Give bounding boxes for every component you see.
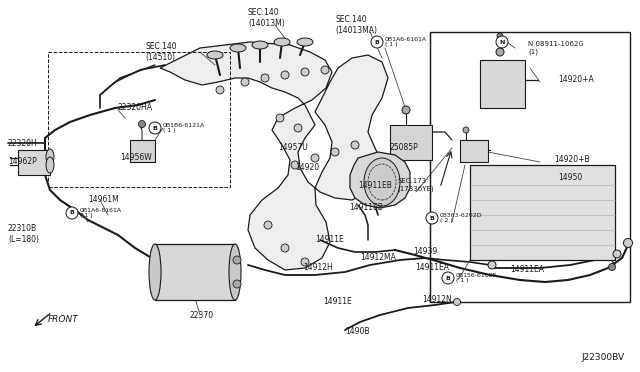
Text: SEC.140
(14013M): SEC.140 (14013M) (248, 8, 285, 28)
Circle shape (609, 263, 616, 270)
Circle shape (233, 280, 241, 288)
Circle shape (613, 250, 621, 258)
Ellipse shape (297, 38, 313, 46)
Circle shape (331, 148, 339, 156)
Text: 22320HA: 22320HA (118, 103, 153, 112)
Bar (470, 165, 615, 260)
Ellipse shape (229, 244, 241, 300)
Text: FRONT: FRONT (48, 315, 79, 324)
Text: 14920: 14920 (295, 164, 319, 173)
Text: 0B1B6-6121A
( 1 ): 0B1B6-6121A ( 1 ) (163, 123, 205, 134)
Circle shape (261, 74, 269, 82)
Circle shape (496, 36, 508, 48)
Text: 0B156-6162F
( 1 ): 0B156-6162F ( 1 ) (456, 273, 497, 283)
Text: 14912N: 14912N (422, 295, 452, 305)
Circle shape (311, 154, 319, 162)
Circle shape (281, 244, 289, 252)
Text: SEC.173
(17336YE): SEC.173 (17336YE) (397, 178, 434, 192)
Text: 14911EB: 14911EB (349, 203, 383, 212)
Text: 1490B: 1490B (345, 327, 369, 337)
Circle shape (623, 238, 632, 247)
Circle shape (371, 36, 383, 48)
Text: 14920+B: 14920+B (554, 155, 589, 164)
Text: 25085P: 25085P (390, 144, 419, 153)
Circle shape (321, 66, 329, 74)
Ellipse shape (364, 158, 400, 206)
Circle shape (291, 161, 299, 169)
Ellipse shape (274, 38, 290, 46)
Text: B: B (70, 211, 74, 215)
Ellipse shape (252, 41, 268, 49)
Text: B: B (445, 276, 451, 280)
Circle shape (216, 86, 224, 94)
Circle shape (276, 114, 284, 122)
Text: N 08911-1062G
(1): N 08911-1062G (1) (528, 41, 584, 55)
Text: 14950: 14950 (558, 173, 582, 183)
Circle shape (351, 141, 359, 149)
Circle shape (66, 207, 78, 219)
Text: SEC.140
(14013MA): SEC.140 (14013MA) (335, 15, 377, 35)
Text: 14912MA: 14912MA (360, 253, 396, 263)
Text: 14962P: 14962P (8, 157, 36, 167)
Text: B: B (152, 125, 157, 131)
Text: B: B (429, 215, 435, 221)
Ellipse shape (230, 44, 246, 52)
Text: N: N (499, 39, 505, 45)
Text: 14961M: 14961M (88, 196, 119, 205)
Circle shape (241, 78, 249, 86)
Polygon shape (160, 42, 388, 270)
Circle shape (149, 122, 161, 134)
Circle shape (496, 48, 504, 56)
Text: 14939: 14939 (413, 247, 437, 257)
Text: B: B (374, 39, 380, 45)
Text: 14912H: 14912H (303, 263, 333, 273)
Ellipse shape (46, 149, 54, 165)
Circle shape (463, 127, 469, 133)
Text: 0B1A6-8161A
( 1 ): 0B1A6-8161A ( 1 ) (80, 208, 122, 218)
Circle shape (426, 212, 438, 224)
Bar (130, 140, 155, 162)
Circle shape (488, 261, 496, 269)
Ellipse shape (46, 157, 54, 173)
Bar (390, 125, 432, 160)
Circle shape (301, 68, 309, 76)
Text: 22370: 22370 (190, 311, 214, 320)
Bar (155, 244, 235, 300)
Text: 22320H: 22320H (8, 138, 38, 148)
Circle shape (497, 33, 503, 39)
Text: SEC.140
(14510): SEC.140 (14510) (145, 42, 177, 62)
Circle shape (301, 258, 309, 266)
Polygon shape (350, 152, 410, 208)
Circle shape (294, 124, 302, 132)
Circle shape (442, 272, 454, 284)
Text: 08363-6202D
( 2 ): 08363-6202D ( 2 ) (440, 213, 483, 224)
Text: 14920+A: 14920+A (558, 76, 594, 84)
Text: 14911E: 14911E (315, 235, 344, 244)
Text: 22310B
(L=180): 22310B (L=180) (8, 224, 39, 244)
Circle shape (454, 298, 461, 305)
Text: 14911E: 14911E (323, 298, 352, 307)
Circle shape (138, 121, 145, 128)
Bar (430, 32, 630, 302)
Text: 14956W: 14956W (120, 154, 152, 163)
Ellipse shape (207, 51, 223, 59)
Bar (460, 140, 488, 162)
Circle shape (233, 256, 241, 264)
Bar (480, 60, 525, 108)
Text: 14911EA: 14911EA (510, 266, 544, 275)
Circle shape (402, 106, 410, 114)
Text: 14957U: 14957U (278, 144, 308, 153)
Circle shape (281, 71, 289, 79)
Circle shape (264, 221, 272, 229)
Text: 14911EA: 14911EA (415, 263, 449, 273)
Bar (18, 150, 50, 175)
Text: 0B1A6-6161A
( 1 ): 0B1A6-6161A ( 1 ) (385, 36, 427, 47)
Ellipse shape (149, 244, 161, 300)
Text: J22300BV: J22300BV (582, 353, 625, 362)
Text: 14911EB: 14911EB (358, 180, 392, 189)
